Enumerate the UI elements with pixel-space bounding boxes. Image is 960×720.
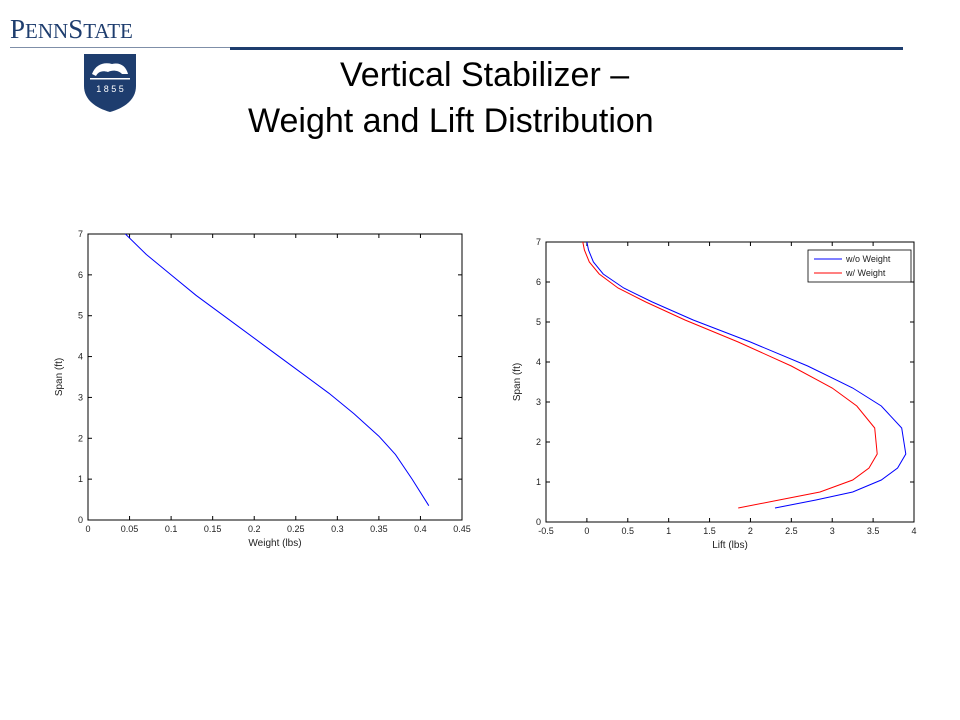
plot-area: [87, 233, 463, 521]
x-tick-label: 4: [911, 526, 916, 536]
series-group: [125, 233, 430, 506]
legend-label-wo-weight: w/o Weight: [845, 254, 891, 264]
x-axis: 0 0.05 0.1 0.15 0.2 0.25 0.3 0.35 0.4 0.45: [85, 234, 471, 534]
slide-title-line2: Weight and Lift Distribution: [248, 102, 654, 140]
y-tick-label: 3: [78, 392, 83, 402]
x-tick-label: 0.3: [331, 524, 344, 534]
y-tick-label: 0: [78, 515, 83, 525]
x-tick-label: 2: [748, 526, 753, 536]
series-line-1: [582, 241, 878, 509]
x-axis-label: Lift (lbs): [712, 540, 748, 551]
x-tick-label: 0: [85, 524, 90, 534]
y-tick-label: 7: [536, 237, 541, 247]
legend-label-w-weight: w/ Weight: [845, 268, 886, 278]
x-tick-label: 0.1: [165, 524, 178, 534]
wordmark-letters: TATE: [83, 19, 133, 43]
y-axis-label: Span (ft): [512, 363, 523, 401]
y-tick-label: 0: [536, 517, 541, 527]
y-axis-label: Span (ft): [54, 358, 65, 396]
x-tick-label: 1.5: [703, 526, 716, 536]
y-axis: 0 1 2 3 4 5 6 7: [78, 229, 462, 525]
y-tick-label: 4: [536, 357, 541, 367]
x-tick-label: 1: [666, 526, 671, 536]
y-tick-label: 6: [536, 277, 541, 287]
x-tick-label: 0.35: [370, 524, 388, 534]
x-tick-label: 0: [584, 526, 589, 536]
series-line-0: [125, 233, 430, 506]
chart-legend: w/o Weight w/ Weight: [807, 249, 912, 283]
wordmark-letter: P: [10, 14, 26, 44]
x-axis-label: Weight (lbs): [248, 538, 301, 549]
y-tick-label: 6: [78, 270, 83, 280]
x-tick-label: 0.15: [204, 524, 222, 534]
weight-distribution-chart: 0 0.05 0.1 0.15 0.2 0.25 0.3 0.35 0.4 0.45 0 1 2 3 4 5…: [54, 229, 471, 549]
x-tick-label: 3.5: [867, 526, 880, 536]
x-tick-label: 0.5: [622, 526, 635, 536]
series-line-0: [586, 241, 907, 509]
y-tick-label: 3: [536, 397, 541, 407]
wordmark-letter: S: [68, 14, 84, 44]
x-tick-label: -0.5: [538, 526, 554, 536]
y-tick-label: 7: [78, 229, 83, 239]
header-rule-thin: [10, 47, 230, 48]
y-tick-label: 5: [78, 311, 83, 321]
slide-title-line1: Vertical Stabilizer –: [340, 56, 630, 94]
y-tick-label: 5: [536, 317, 541, 327]
x-tick-label: 0.25: [287, 524, 305, 534]
y-tick-label: 4: [78, 352, 83, 362]
y-tick-label: 1: [78, 474, 83, 484]
plot-area: [545, 241, 915, 523]
x-tick-label: 2.5: [785, 526, 798, 536]
pennstate-wordmark: PENNSTATE: [10, 14, 133, 45]
nittany-lion-shield-icon: 1 8 5 5: [84, 54, 136, 112]
x-tick-label: 0.2: [248, 524, 261, 534]
y-axis: 0 1 2 3 4 5 6 7: [536, 237, 914, 527]
shield-year: 1 8 5 5: [96, 84, 124, 94]
wordmark-letters: ENN: [25, 19, 69, 43]
y-tick-label: 2: [536, 437, 541, 447]
x-tick-label: 3: [830, 526, 835, 536]
x-tick-label: 0.45: [453, 524, 471, 534]
x-tick-label: 0.05: [121, 524, 139, 534]
x-axis: -0.5 0 0.5 1 1.5 2 2.5 3 3.5 4: [538, 242, 917, 536]
y-tick-label: 2: [78, 433, 83, 443]
series-group: [582, 241, 907, 509]
header-rule: [230, 47, 903, 50]
x-tick-label: 0.4: [414, 524, 427, 534]
y-tick-label: 1: [536, 477, 541, 487]
